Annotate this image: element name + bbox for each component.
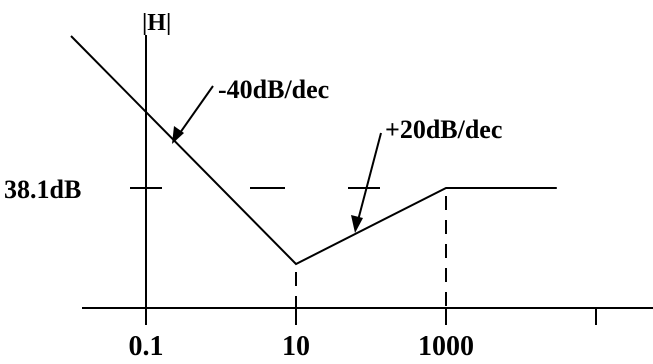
reference-label: 38.1dB	[4, 175, 81, 204]
annotation-arrow-plus20	[355, 132, 382, 229]
annotation-plus20: +20dB/dec	[351, 115, 502, 233]
x-tick-label: 0.1	[129, 331, 164, 362]
y-axis-label: |H|	[142, 10, 171, 36]
annotation-arrowhead-minus40	[172, 126, 184, 144]
x-tick-label: 10	[282, 331, 310, 362]
x-ticks: 0.1 10 1000	[129, 196, 597, 362]
annotation-minus40: -40dB/dec	[172, 75, 329, 144]
annotation-arrow-minus40	[174, 85, 214, 141]
annotation-label-minus40: -40dB/dec	[218, 75, 329, 104]
annotation-label-plus20: +20dB/dec	[385, 115, 502, 144]
x-tick-label: 1000	[418, 331, 474, 362]
annotation-arrowhead-plus20	[351, 215, 363, 233]
magnitude-asymptote-line	[70, 35, 557, 266]
